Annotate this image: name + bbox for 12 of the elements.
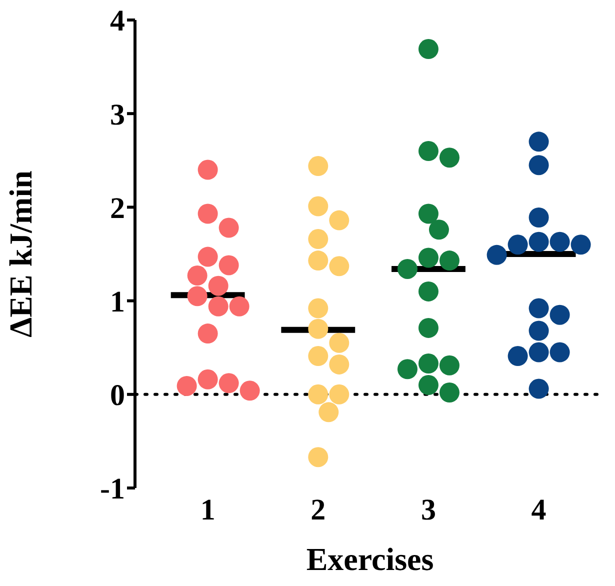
y-tick-label: 0 bbox=[110, 379, 125, 412]
x-tick-label: 1 bbox=[200, 493, 216, 526]
y-tick-label: 4 bbox=[110, 4, 125, 38]
x-tick-label: 2 bbox=[310, 493, 326, 526]
y-tick-label: 2 bbox=[110, 192, 125, 225]
y-axis-title: ΔEE kJ/min bbox=[2, 170, 38, 338]
y-tick-label: 3 bbox=[110, 98, 125, 132]
y-tick-label: 1 bbox=[110, 285, 125, 318]
x-tick-label: 3 bbox=[420, 493, 436, 526]
y-tick-label: -1 bbox=[100, 472, 125, 506]
x-tick-label: 4 bbox=[531, 493, 546, 526]
x-axis-title: Exercises bbox=[306, 541, 434, 577]
